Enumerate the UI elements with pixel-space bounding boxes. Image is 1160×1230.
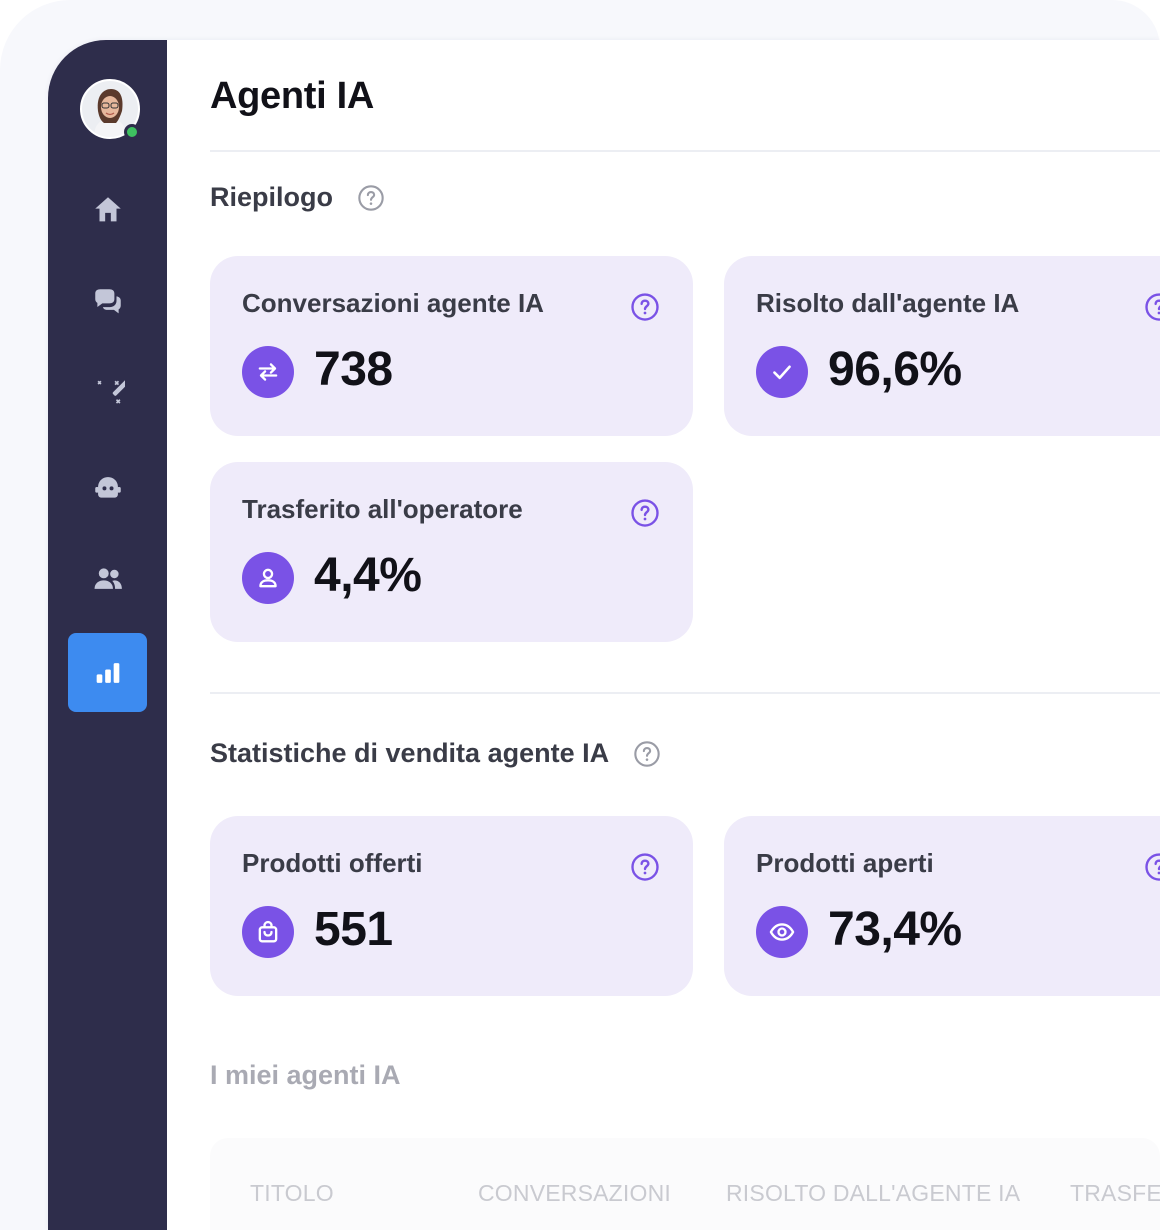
stat-card-resolved: Risolto dall'agente IA 96,6% bbox=[724, 256, 1160, 436]
column-header-transferred[interactable]: TRASFE bbox=[1070, 1180, 1160, 1206]
header-divider bbox=[210, 150, 1160, 152]
stat-card-products-opened: Prodotti aperti 73,4% bbox=[724, 816, 1160, 996]
sidebar bbox=[48, 40, 167, 1230]
stat-card-label: Risolto dall'agente IA bbox=[756, 288, 1020, 318]
stat-card-value: 96,6% bbox=[828, 343, 962, 396]
stat-card-label: Trasferito all'operatore bbox=[242, 494, 523, 524]
check-icon bbox=[756, 346, 808, 398]
chat-bubbles-icon bbox=[94, 288, 121, 313]
sidebar-item-automation[interactable] bbox=[68, 354, 147, 433]
home-icon bbox=[94, 196, 121, 221]
help-icon[interactable] bbox=[1144, 292, 1160, 322]
help-icon[interactable] bbox=[633, 740, 661, 768]
sidebar-item-contacts[interactable] bbox=[68, 539, 147, 618]
stat-card-label: Conversazioni agente IA bbox=[242, 288, 544, 318]
stat-card-conversations: Conversazioni agente IA 738 bbox=[210, 256, 693, 436]
help-icon[interactable] bbox=[357, 184, 385, 212]
stat-card-value: 551 bbox=[314, 903, 393, 956]
help-icon[interactable] bbox=[630, 498, 660, 528]
stat-card-value: 73,4% bbox=[828, 903, 962, 956]
help-icon[interactable] bbox=[1144, 852, 1160, 882]
sidebar-item-ai-agents[interactable] bbox=[68, 447, 147, 526]
sales-section-label: Statistiche di vendita agente IA bbox=[210, 738, 610, 768]
bar-chart-icon bbox=[96, 662, 119, 683]
section-divider bbox=[210, 692, 1160, 694]
column-header-resolved[interactable]: RISOLTO DALL'AGENTE IA bbox=[726, 1180, 1021, 1206]
agents-table bbox=[210, 1138, 1160, 1230]
stat-card-products-offered: Prodotti offerti 551 bbox=[210, 816, 693, 996]
agents-section-title: I miei agenti IA bbox=[210, 1060, 401, 1090]
shopping-bag-icon bbox=[242, 906, 294, 958]
stat-card-label: Prodotti offerti bbox=[242, 848, 423, 878]
help-icon[interactable] bbox=[630, 852, 660, 882]
sales-section-title: Statistiche di vendita agente IA bbox=[210, 738, 661, 769]
stat-card-label: Prodotti aperti bbox=[756, 848, 934, 878]
transfer-arrows-icon bbox=[242, 346, 294, 398]
summary-section-title: Riepilogo bbox=[210, 182, 385, 213]
stat-card-value: 738 bbox=[314, 343, 393, 396]
summary-section-label: Riepilogo bbox=[210, 182, 333, 212]
bot-icon bbox=[94, 476, 121, 498]
main-content: Agenti IA Riepilogo Conversazioni agente… bbox=[167, 40, 1160, 1230]
page-title: Agenti IA bbox=[210, 75, 375, 117]
help-icon[interactable] bbox=[630, 292, 660, 322]
column-header-title[interactable]: TITOLO bbox=[250, 1180, 334, 1206]
sidebar-item-reports[interactable] bbox=[68, 633, 147, 712]
app-window: Agenti IA Riepilogo Conversazioni agente… bbox=[48, 40, 1160, 1230]
eye-icon bbox=[756, 906, 808, 958]
magic-wand-icon bbox=[96, 376, 125, 404]
online-status-dot bbox=[124, 124, 140, 140]
stat-card-value: 4,4% bbox=[314, 549, 422, 602]
users-icon bbox=[94, 567, 122, 589]
column-header-conversations[interactable]: CONVERSAZIONI bbox=[478, 1180, 672, 1206]
sidebar-item-home[interactable] bbox=[68, 170, 147, 249]
user-icon bbox=[242, 552, 294, 604]
sidebar-item-conversations[interactable] bbox=[68, 262, 147, 341]
stat-card-transferred: Trasferito all'operatore 4,4% bbox=[210, 462, 693, 642]
